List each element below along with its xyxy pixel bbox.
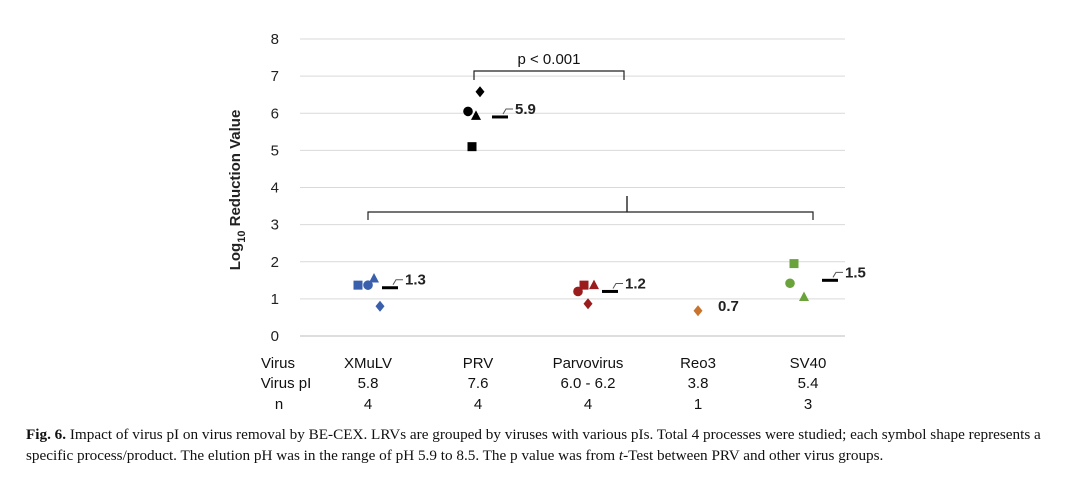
point-prv-square [467, 142, 477, 152]
group-means: 1.3 5.9 1.2 0.7 1.5 [382, 101, 866, 315]
virus-pi-prv: 7.6 [468, 375, 489, 392]
row-label-virus: Virus [261, 355, 295, 372]
virus-name-parvovirus: Parvovirus [553, 355, 624, 372]
point-prv-triangle [471, 110, 481, 120]
virus-n-parvovirus: 4 [584, 396, 592, 413]
data-points [353, 86, 809, 317]
mean-label-parvovirus: 1.2 [625, 275, 646, 292]
others-bracket [367, 211, 814, 220]
row-label-n: n [275, 396, 283, 413]
mean-leader-xmulv [392, 279, 403, 285]
y-tick-0: 0 [271, 328, 279, 345]
virus-n-prv: 4 [474, 396, 482, 413]
point-sv40-square [789, 259, 799, 269]
caption-text-2b: -Test between PRV and other virus groups… [623, 447, 884, 464]
virus-name-reo3: Reo3 [680, 355, 716, 372]
point-parvovirus-triangle [589, 279, 599, 290]
virus-name-xmulv: XMuLV [344, 355, 392, 372]
virus-n-xmulv: 4 [364, 396, 372, 413]
row-label-virus-pi: Virus pI [261, 375, 312, 392]
point-xmulv-triangle [369, 272, 379, 283]
virus-n-reo3: 1 [694, 396, 702, 413]
significance-brackets: p < 0.001 [367, 51, 814, 220]
virus-pi-reo3: 3.8 [688, 375, 709, 392]
mean-label-xmulv: 1.3 [405, 272, 426, 289]
y-axis-label: Log10 Reduction Value [227, 110, 248, 271]
virus-n-sv40: 3 [804, 396, 812, 413]
figure-caption: Fig. 6. Impact of virus pI on virus remo… [26, 424, 1056, 466]
y-tick-2: 2 [271, 254, 279, 271]
virus-pi-sv40: 5.4 [798, 375, 819, 392]
point-parvovirus-diamond [583, 298, 593, 310]
caption-text-2-italic: t [618, 447, 624, 464]
point-sv40-circle [785, 278, 795, 289]
caption-text-1: Impact of virus pI on virus removal by B… [66, 426, 1041, 443]
y-tick-labels: 0 1 2 3 4 5 6 7 8 [271, 31, 279, 345]
mean-label-reo3: 0.7 [718, 298, 739, 315]
mean-leader-sv40 [832, 271, 843, 278]
mean-label-sv40: 1.5 [845, 264, 866, 281]
y-tick-8: 8 [271, 31, 279, 48]
y-tick-1: 1 [271, 291, 279, 308]
caption-text-2a: specific process/product. The elution pH… [26, 447, 619, 464]
point-xmulv-square [353, 280, 363, 290]
point-sv40-triangle [799, 291, 809, 302]
point-xmulv-diamond [375, 300, 385, 312]
y-tick-7: 7 [271, 68, 279, 85]
lrv-chart: 0 1 2 3 4 5 6 7 8 Log10 Reduction Value p < 0.00… [227, 31, 866, 413]
p-value-label: p < 0.001 [518, 51, 581, 68]
virus-name-sv40: SV40 [790, 355, 827, 372]
group-info-table: Virus Virus pI n XMuLV 5.8 4 PRV 7.6 4 Parvovi… [261, 355, 827, 413]
mean-leader-prv [502, 108, 513, 115]
virus-pi-parvovirus: 6.0 - 6.2 [560, 375, 615, 392]
prv-bracket [473, 70, 625, 80]
mean-label-prv: 5.9 [515, 101, 536, 118]
point-reo3-diamond [693, 305, 703, 317]
point-xmulv-circle [363, 280, 373, 290]
gridlines [300, 38, 845, 337]
virus-pi-xmulv: 5.8 [358, 375, 379, 392]
y-tick-5: 5 [271, 142, 279, 159]
point-prv-circle [463, 106, 473, 117]
virus-name-prv: PRV [463, 355, 494, 372]
y-tick-6: 6 [271, 105, 279, 122]
point-prv-diamond [475, 86, 485, 98]
mean-leader-parvovirus [612, 282, 623, 289]
y-tick-4: 4 [271, 180, 279, 197]
y-tick-3: 3 [271, 217, 279, 234]
point-parvovirus-square [579, 280, 589, 290]
caption-label: Fig. 6. [26, 426, 67, 443]
